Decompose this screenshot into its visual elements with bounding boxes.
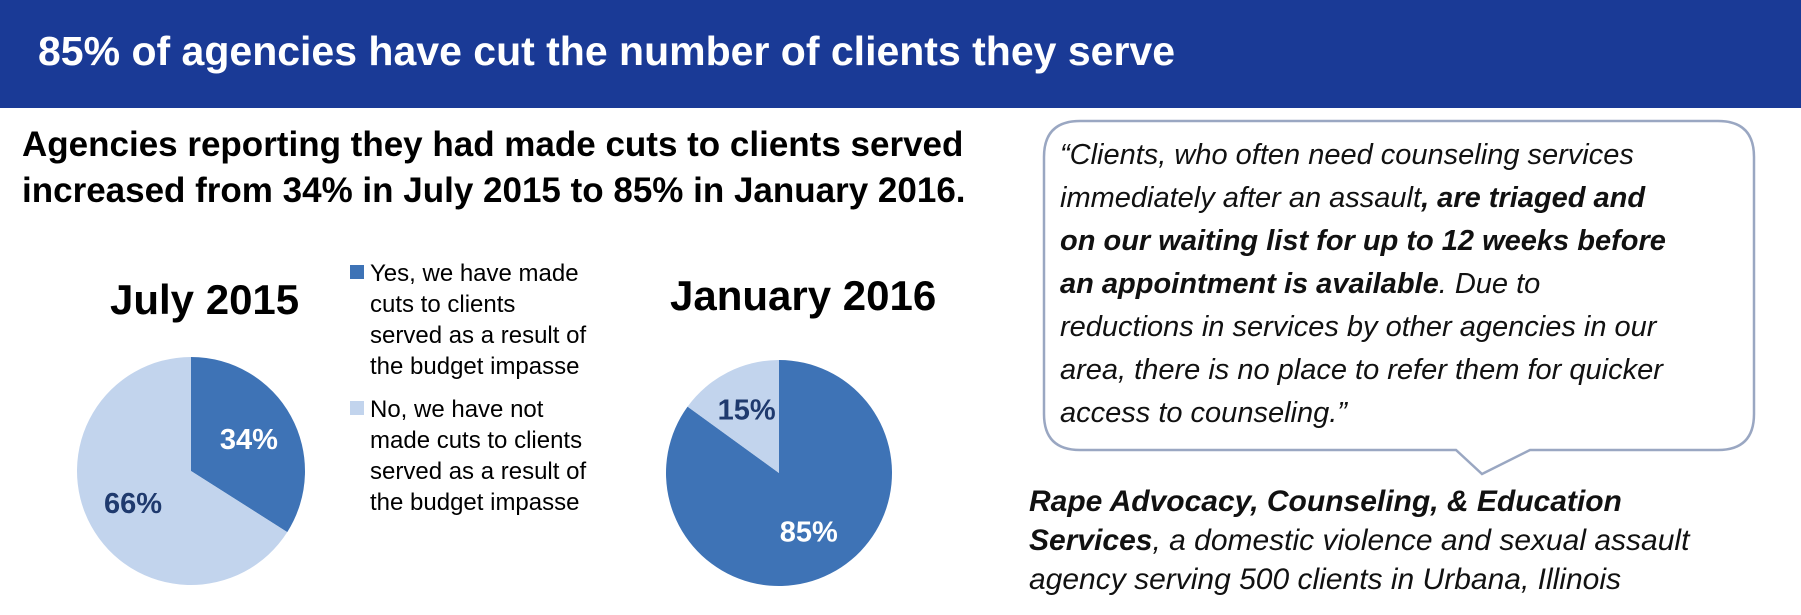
pie-slice-no <box>687 360 779 473</box>
data-label-yes: 85% <box>780 516 838 548</box>
attribution-desc-1: , a domestic violence and sexual assault <box>1152 524 1690 557</box>
quote-line-3: on our waiting list for up to 12 weeks b… <box>1060 225 1666 257</box>
attribution-org-name-cont: Services <box>1029 524 1153 557</box>
subtitle-line-1: Agencies reporting they had made cuts to… <box>22 125 964 164</box>
quote-text: “Clients, who often need counseling serv… <box>1060 134 1760 435</box>
pie-title-january-2016: January 2016 <box>670 272 937 319</box>
data-label-yes: 34% <box>220 424 278 456</box>
quote-line-2b: , are triaged and <box>1421 182 1646 214</box>
legend-swatch-yes <box>350 265 364 279</box>
data-label-no: 15% <box>718 395 776 427</box>
attribution-desc-2: agency serving 500 clients in Urbana, Il… <box>1029 563 1621 596</box>
legend-item-yes: Yes, we have made cuts to clients served… <box>350 258 590 382</box>
attribution-org-name: Rape Advocacy, Counseling, & Education <box>1029 485 1622 518</box>
legend-swatch-no <box>350 401 364 415</box>
page-title: 85% of agencies have cut the number of c… <box>38 28 1176 74</box>
pie-title-july-2015: July 2015 <box>110 276 300 323</box>
title-banner: 85% of agencies have cut the number of c… <box>0 0 1801 108</box>
quote-line-7: access to counseling.” <box>1060 397 1347 429</box>
quote-attribution: Rape Advocacy, Counseling, & Education S… <box>1029 482 1789 599</box>
legend-label-yes: Yes, we have made cuts to clients served… <box>370 260 587 380</box>
legend-label-no: No, we have not made cuts to clients ser… <box>370 396 587 516</box>
quote-line-6: area, there is no place to refer them fo… <box>1060 354 1663 386</box>
subtitle-line-2: increased from 34% in July 2015 to 85% i… <box>22 171 966 210</box>
legend-item-no: No, we have not made cuts to clients ser… <box>350 394 590 518</box>
quote-line-4c: . Due to <box>1438 268 1541 300</box>
quote-line-5: reductions in services by other agencies… <box>1060 311 1657 343</box>
quote-line-2a: immediately after an assault <box>1060 182 1422 214</box>
chart-subtitle: Agencies reporting they had made cuts to… <box>22 122 1032 214</box>
pie-slice-yes <box>191 357 305 533</box>
pie-slice-no <box>77 357 288 585</box>
quote-line-4b: an appointment is available <box>1060 268 1439 300</box>
data-label-no: 66% <box>104 488 162 520</box>
chart-legend: Yes, we have made cuts to clients served… <box>350 258 590 518</box>
quote-line-1: “Clients, who often need counseling serv… <box>1060 139 1634 171</box>
